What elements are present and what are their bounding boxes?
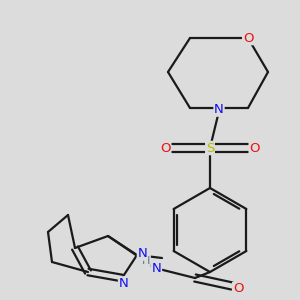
Text: O: O	[233, 283, 243, 296]
Text: H: H	[142, 256, 150, 266]
Text: O: O	[249, 142, 260, 154]
Text: O: O	[243, 32, 253, 44]
Text: N: N	[152, 262, 161, 275]
Text: N: N	[214, 103, 224, 116]
Text: O: O	[160, 142, 171, 154]
Text: N: N	[137, 247, 147, 260]
Text: N: N	[118, 277, 128, 290]
Text: S: S	[206, 142, 214, 154]
